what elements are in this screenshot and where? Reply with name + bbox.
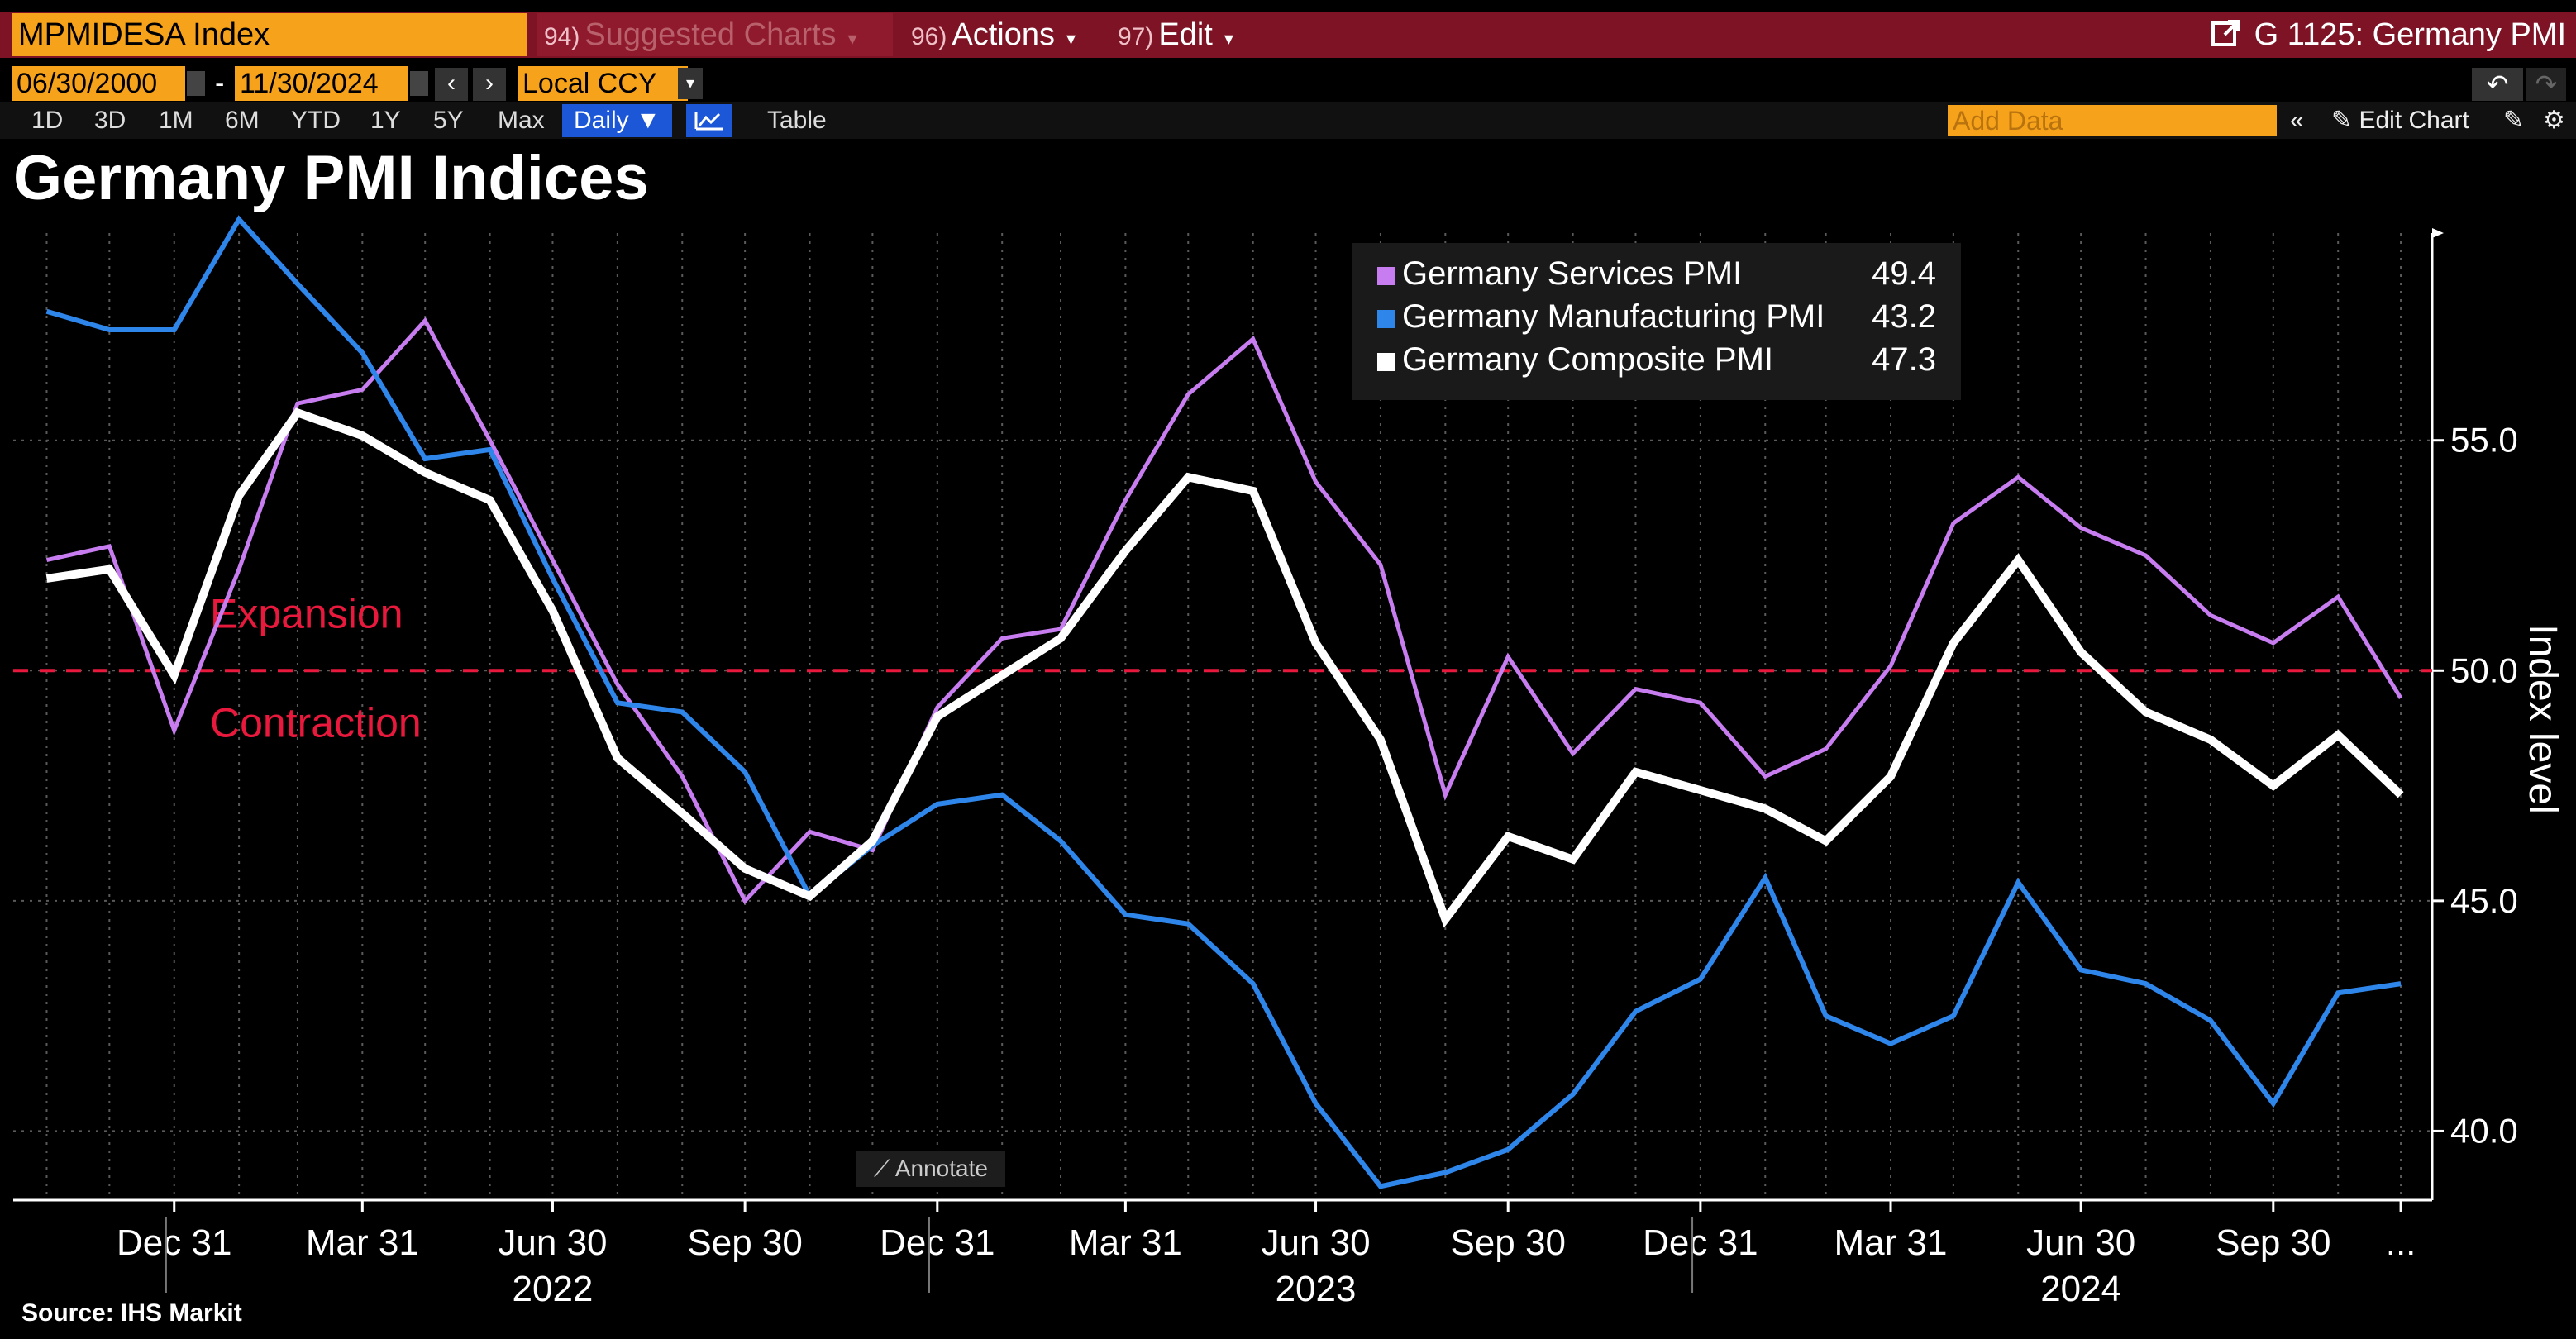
legend-swatch	[1377, 310, 1395, 328]
table-view-button[interactable]: Table	[767, 107, 827, 134]
legend-item-composite[interactable]: Germany Composite PMI 47.3	[1377, 339, 1948, 380]
x-tick-label: Sep 30	[2216, 1222, 2330, 1263]
chevron-down-icon: ▾	[847, 28, 857, 49]
range-1y-button[interactable]: 1Y	[370, 107, 401, 134]
external-link-icon[interactable]	[2210, 17, 2243, 50]
x-tick-label: Mar 31	[1834, 1222, 1948, 1263]
y-tick-label: 40.0	[2450, 1111, 2518, 1150]
x-tick-label: ...	[2386, 1222, 2416, 1263]
x-tick-label: Jun 30	[1261, 1222, 1370, 1263]
edit-series-icon[interactable]: ✎	[2503, 107, 2525, 134]
chart-axes	[13, 228, 2444, 1202]
legend-swatch	[1377, 353, 1395, 371]
range-1m-button[interactable]: 1M	[159, 107, 193, 134]
legend-value: 47.3	[1872, 341, 1936, 378]
frequency-select[interactable]: Daily ▼	[562, 104, 672, 137]
x-tick-label: Sep 30	[687, 1222, 802, 1263]
x-tick-label: Mar 31	[306, 1222, 419, 1263]
chevron-down-icon: ▾	[1224, 28, 1233, 49]
chart-title: Germany PMI Indices	[13, 143, 649, 213]
legend-item-services[interactable]: Germany Services PMI 49.4	[1377, 253, 1948, 294]
x-tick-labels: Dec 31 Mar 31 Jun 30 Sep 30 Dec 31 Mar 31 Jun …	[117, 1200, 2416, 1309]
undo-icon[interactable]: ↶	[2472, 68, 2523, 101]
gear-icon[interactable]: ⚙	[2543, 107, 2565, 134]
calendar-icon[interactable]	[187, 71, 205, 96]
legend-value: 49.4	[1872, 255, 1936, 292]
y-tick-labels: 40.0 45.0 50.0 55.0	[2432, 421, 2518, 1150]
date-separator: -	[215, 68, 225, 99]
suggested-charts-label: Suggested Charts	[584, 17, 837, 52]
edit-menu-button[interactable]: 97) Edit ▾	[1111, 13, 1260, 56]
suggested-charts-number: 94)	[544, 23, 580, 50]
series-line-manufacturing	[45, 215, 2402, 1189]
expansion-label: Expansion	[210, 590, 403, 636]
legend-label: Germany Services PMI	[1402, 255, 1743, 292]
y-tick-label: 55.0	[2450, 421, 2518, 460]
range-3d-button[interactable]: 3D	[94, 107, 126, 134]
currency-select[interactable]: Local CCY	[518, 66, 688, 101]
range-ytd-button[interactable]: YTD	[291, 107, 341, 134]
series-lines	[45, 215, 2404, 1189]
source-note: Source: IHS Markit	[21, 1299, 242, 1327]
x-tick-label: Jun 30	[498, 1222, 607, 1263]
add-data-input[interactable]: Add Data	[1948, 105, 2277, 136]
redo-icon[interactable]: ↷	[2526, 68, 2566, 101]
x-tick-label: Sep 30	[1450, 1222, 1565, 1263]
chevron-down-icon: ▾	[1066, 28, 1076, 49]
x-tick-label: Dec 31	[1643, 1222, 1758, 1263]
y-tick-label: 50.0	[2450, 650, 2518, 689]
graph-title-text: G 1125: Germany PMI	[2254, 17, 2566, 52]
range-5y-button[interactable]: 5Y	[433, 107, 464, 134]
x-tick-label: Dec 31	[117, 1222, 231, 1263]
x-tick-label: Dec 31	[880, 1222, 995, 1263]
y-axis-label: Index level	[2521, 624, 2564, 813]
x-tick-label: Mar 31	[1069, 1222, 1182, 1263]
end-date-field[interactable]: 11/30/2024	[235, 66, 408, 101]
next-period-button[interactable]: ›	[473, 68, 506, 101]
year-label: 2022	[513, 1269, 594, 1309]
range-6m-button[interactable]: 6M	[225, 107, 260, 134]
actions-number: 96)	[911, 23, 947, 50]
graph-title: G 1125: Germany PMI	[2210, 13, 2566, 56]
line-chart-icon[interactable]	[686, 104, 732, 137]
series-line-services	[45, 317, 2403, 905]
actions-label: Actions	[952, 17, 1055, 52]
calendar-icon[interactable]	[410, 71, 428, 96]
edit-label: Edit	[1158, 17, 1213, 52]
y-axis-arrow	[2432, 228, 2444, 238]
year-label: 2024	[2040, 1269, 2121, 1309]
edit-number: 97)	[1118, 23, 1154, 50]
y-tick-label: 45.0	[2450, 881, 2518, 920]
contraction-label: Contraction	[210, 699, 422, 746]
legend-swatch	[1377, 267, 1395, 285]
annotate-label: Annotate	[894, 1156, 988, 1181]
legend-value: 43.2	[1872, 298, 1936, 335]
legend-label: Germany Manufacturing PMI	[1402, 298, 1825, 335]
previous-period-button[interactable]: ‹	[435, 68, 468, 101]
legend: Germany Services PMI 49.4 Germany Manufac…	[1352, 243, 1961, 400]
ticker-field[interactable]: MPMIDESA Index	[12, 13, 527, 56]
collapse-icon[interactable]: «	[2290, 107, 2304, 134]
legend-label: Germany Composite PMI	[1402, 341, 1774, 378]
range-1d-button[interactable]: 1D	[31, 107, 64, 134]
edit-chart-button[interactable]: ✎ Edit Chart	[2331, 104, 2469, 137]
actions-menu-button[interactable]: 96) Actions ▾	[904, 13, 1103, 56]
start-date-field[interactable]: 06/30/2000	[12, 66, 185, 101]
legend-item-manufacturing[interactable]: Germany Manufacturing PMI 43.2	[1377, 296, 1948, 337]
x-tick-label: Jun 30	[2026, 1222, 2135, 1263]
suggested-charts-button[interactable]: 94) Suggested Charts ▾	[537, 13, 893, 56]
chevron-down-icon[interactable]: ▾	[678, 68, 703, 99]
series-line-composite	[45, 407, 2404, 928]
annotate-button[interactable]: ⟋ Annotate	[856, 1151, 1005, 1187]
edit-chart-label: Edit Chart	[2359, 107, 2469, 134]
horizontal-gridlines	[13, 439, 2432, 1132]
range-max-button[interactable]: Max	[498, 107, 545, 134]
pencil-icon: ✎	[2331, 107, 2353, 134]
annotate-icon: ⟋	[874, 1156, 890, 1181]
year-label: 2023	[1276, 1269, 1357, 1309]
